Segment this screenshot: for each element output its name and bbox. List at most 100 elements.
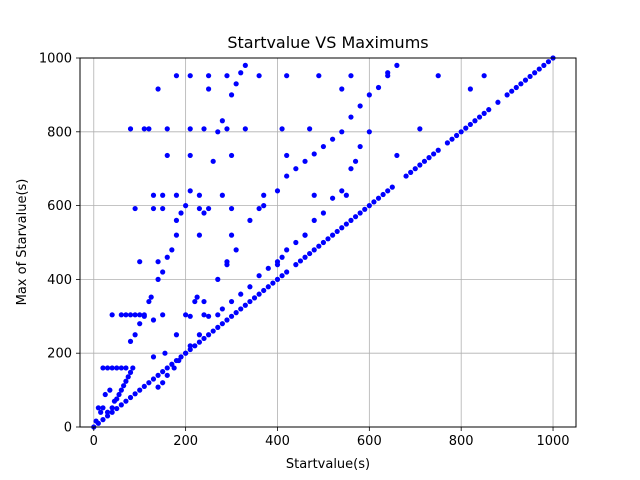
- data-point: [357, 143, 363, 150]
- data-point: [311, 192, 317, 198]
- data-point: [196, 192, 203, 198]
- data-point: [307, 126, 313, 132]
- data-point: [536, 66, 542, 72]
- data-point: [201, 312, 207, 318]
- data-point: [95, 405, 101, 411]
- data-point: [210, 158, 216, 164]
- data-point: [130, 365, 136, 371]
- data-point: [421, 158, 428, 164]
- data-point: [527, 73, 533, 80]
- data-point: [348, 217, 354, 223]
- data-point: [150, 205, 157, 212]
- data-point: [343, 221, 349, 227]
- data-point: [339, 188, 345, 194]
- x-tick-label: 0: [90, 434, 98, 449]
- data-point: [228, 152, 235, 159]
- data-point: [348, 114, 354, 120]
- data-point: [114, 396, 120, 402]
- data-point: [472, 118, 478, 124]
- data-point: [178, 210, 184, 216]
- data-point: [476, 114, 483, 120]
- data-point: [389, 184, 395, 190]
- data-point: [150, 376, 157, 382]
- data-point: [205, 86, 212, 92]
- data-point: [541, 62, 547, 68]
- data-point: [183, 203, 189, 209]
- data-point: [339, 129, 345, 135]
- data-point: [146, 380, 152, 386]
- data-point: [192, 298, 198, 305]
- data-point: [357, 210, 363, 216]
- data-point: [467, 121, 473, 128]
- data-point: [481, 110, 487, 116]
- data-point: [265, 265, 271, 271]
- x-tick-label: 1000: [536, 434, 569, 449]
- data-point: [481, 73, 487, 79]
- data-point: [104, 413, 111, 419]
- data-point: [453, 132, 460, 139]
- data-point: [127, 338, 134, 344]
- data-point: [132, 332, 138, 338]
- data-point: [320, 143, 327, 150]
- data-point: [183, 312, 189, 318]
- data-point: [123, 378, 129, 384]
- data-point: [109, 409, 115, 415]
- data-point: [210, 328, 216, 334]
- data-point: [261, 192, 267, 198]
- x-tick-label: 600: [357, 434, 382, 449]
- data-point: [187, 188, 193, 194]
- data-point: [256, 73, 262, 79]
- data-point: [201, 298, 207, 305]
- data-point: [247, 217, 253, 223]
- data-point: [279, 254, 285, 260]
- data-point: [224, 259, 230, 265]
- data-point: [385, 188, 391, 194]
- data-point: [215, 324, 221, 330]
- data-point: [279, 126, 285, 132]
- data-point: [164, 372, 170, 378]
- data-point: [284, 269, 290, 275]
- data-point: [176, 357, 182, 364]
- data-point: [127, 126, 134, 132]
- data-point: [137, 387, 143, 393]
- data-point: [109, 312, 115, 318]
- data-point: [228, 298, 235, 305]
- data-point: [137, 259, 143, 265]
- data-point: [123, 398, 129, 404]
- y-tick-label: 800: [47, 125, 72, 140]
- x-tick-label: 400: [265, 434, 290, 449]
- data-point: [132, 312, 138, 318]
- data-point: [104, 365, 111, 371]
- data-point: [137, 321, 143, 327]
- data-point: [302, 158, 308, 164]
- data-point: [148, 294, 154, 300]
- data-point: [219, 192, 225, 198]
- data-point: [196, 232, 203, 238]
- data-point: [435, 73, 441, 79]
- data-point: [256, 205, 262, 212]
- data-point: [284, 152, 290, 159]
- x-axis-label: Startvalue(s): [286, 457, 370, 472]
- data-point: [132, 205, 138, 212]
- data-point: [192, 343, 198, 349]
- data-point: [118, 387, 124, 393]
- data-point: [219, 321, 225, 327]
- data-point: [196, 339, 203, 345]
- data-point: [279, 273, 285, 279]
- data-point: [316, 243, 322, 249]
- data-point: [233, 247, 239, 253]
- data-point: [238, 70, 244, 76]
- data-point: [366, 129, 372, 135]
- data-point: [320, 239, 327, 246]
- data-point: [205, 332, 212, 338]
- data-point: [123, 312, 129, 318]
- data-point: [343, 192, 349, 198]
- data-point: [171, 365, 177, 371]
- data-point: [293, 262, 299, 268]
- data-point: [219, 306, 225, 312]
- data-point: [173, 332, 180, 338]
- data-point: [224, 73, 230, 79]
- data-point: [205, 313, 212, 319]
- y-tick-label: 1000: [39, 52, 72, 67]
- data-point: [348, 166, 354, 172]
